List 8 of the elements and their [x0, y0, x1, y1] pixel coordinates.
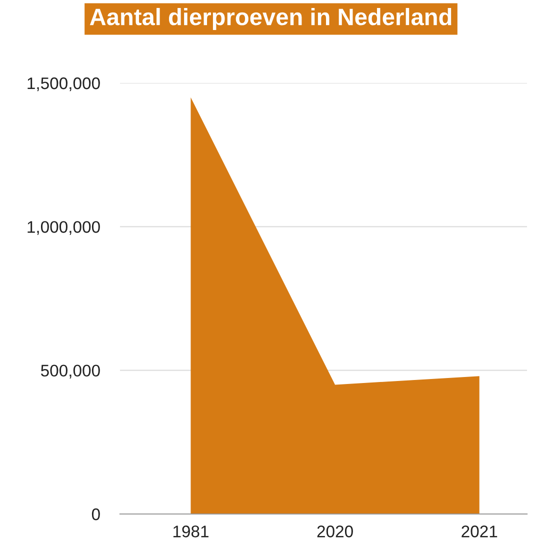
y-tick-label: 1,500,000: [28, 77, 100, 92]
x-tick-label: 2020: [317, 526, 353, 538]
y-tick-label: 0: [92, 508, 100, 520]
chart-title: Aantal dierproeven in Nederland: [90, 8, 452, 30]
y-tick-label: 1,000,000: [28, 221, 100, 235]
y-tick-label: 500,000: [40, 364, 100, 379]
x-tick-label: 1981: [173, 526, 208, 538]
x-tick-label: 2021: [462, 526, 498, 538]
